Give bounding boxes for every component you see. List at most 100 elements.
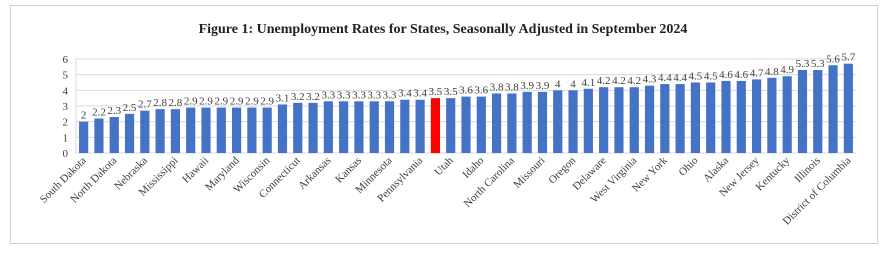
data-label: 5.6	[826, 53, 840, 65]
y-tick-label: 2	[63, 117, 69, 129]
bar	[568, 90, 578, 153]
data-label: 2.9	[260, 96, 274, 108]
bar	[339, 101, 349, 153]
bar	[507, 93, 517, 153]
data-label: 4.5	[704, 71, 718, 83]
bar	[140, 110, 150, 153]
data-label: 3.2	[291, 91, 305, 103]
bar	[308, 102, 318, 153]
data-label: 3.5	[429, 86, 443, 98]
bar	[706, 82, 716, 153]
bar	[323, 101, 333, 153]
bar	[384, 101, 395, 153]
bar	[446, 98, 456, 153]
data-label: 4.5	[689, 71, 703, 83]
data-label: 4	[570, 78, 576, 90]
data-label: 3.8	[490, 81, 504, 93]
data-label: 3.4	[413, 88, 427, 100]
data-label: 3.6	[459, 85, 473, 97]
data-label: 3.1	[276, 92, 290, 104]
y-tick-label: 6	[63, 54, 69, 66]
bar	[797, 69, 808, 153]
data-label: 3.3	[383, 89, 397, 101]
bar	[94, 118, 104, 153]
y-tick-label: 3	[63, 101, 69, 113]
data-label: 4.6	[719, 69, 733, 81]
bar	[124, 113, 135, 153]
bar	[293, 102, 303, 153]
bar	[461, 96, 471, 153]
data-label: 4.4	[658, 72, 672, 84]
data-label: 2.7	[138, 99, 152, 111]
bar	[186, 107, 196, 153]
bar	[553, 90, 563, 153]
data-label: 3.3	[337, 89, 351, 101]
bar	[522, 91, 532, 153]
data-label: 4.7	[750, 67, 764, 79]
y-tick-label: 4	[63, 85, 69, 97]
bar	[79, 121, 89, 153]
bar	[430, 98, 440, 153]
data-label: 4.3	[643, 74, 657, 86]
bar	[660, 84, 670, 153]
bar	[675, 84, 685, 153]
data-label: 4.2	[612, 75, 626, 87]
data-label: 3.3	[367, 89, 381, 101]
bar	[767, 77, 777, 153]
data-label: 3.5	[444, 86, 458, 98]
data-label: 3.9	[520, 80, 534, 92]
y-tick-label: 0	[63, 148, 69, 160]
data-label: 3.3	[352, 89, 366, 101]
bar	[109, 116, 119, 153]
bar	[721, 80, 731, 153]
data-label: 3.6	[474, 85, 488, 97]
data-label: 2.2	[92, 107, 106, 119]
bar	[813, 69, 823, 153]
data-label: 5.7	[841, 52, 855, 64]
bar	[599, 87, 609, 153]
data-label: 2.9	[230, 96, 244, 108]
bar	[476, 96, 486, 153]
y-tick-label: 1	[63, 132, 69, 144]
bar	[400, 99, 410, 153]
data-label: 2.8	[153, 97, 167, 109]
bar	[644, 85, 655, 153]
data-label: 2	[81, 110, 87, 122]
bar	[216, 107, 226, 153]
data-label: 3.2	[306, 91, 320, 103]
bar	[415, 99, 425, 153]
bar	[155, 109, 165, 153]
bar	[277, 104, 288, 153]
bar	[262, 107, 272, 153]
y-tick-label: 5	[63, 70, 69, 82]
chart-title: Figure 1: Unemployment Rates for States,…	[199, 22, 688, 37]
bar	[201, 107, 211, 153]
data-label: 4.2	[597, 75, 611, 87]
chart-frame	[10, 5, 878, 244]
bar	[828, 65, 838, 153]
bar	[369, 101, 379, 153]
data-label: 2.5	[123, 102, 137, 114]
data-label: 4.8	[765, 66, 779, 78]
bar	[537, 91, 548, 153]
data-label: 4.9	[780, 64, 794, 76]
bar	[583, 88, 593, 153]
data-label: 5.3	[811, 58, 825, 70]
data-label: 4.1	[581, 77, 595, 89]
data-label: 3.8	[505, 81, 519, 93]
bar	[247, 107, 257, 153]
data-label: 4.4	[673, 72, 687, 84]
data-label: 2.9	[199, 96, 213, 108]
data-label: 5.3	[796, 58, 810, 70]
data-label: 2.8	[169, 97, 183, 109]
data-label: 4.6	[734, 69, 748, 81]
bar	[736, 80, 746, 153]
data-label: 3.4	[398, 88, 412, 100]
bar	[170, 109, 180, 153]
data-label: 2.3	[107, 105, 121, 117]
data-label: 4	[555, 78, 561, 90]
bar	[492, 93, 502, 153]
data-label: 2.9	[184, 96, 198, 108]
data-label: 3.9	[536, 80, 550, 92]
